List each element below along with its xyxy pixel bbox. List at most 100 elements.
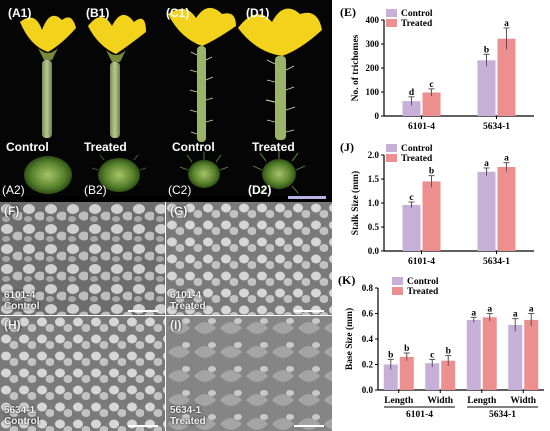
sem-caption-line1: 5634-1: [170, 405, 202, 416]
sem-cell-i: (I) 5634-1 Treated: [166, 316, 332, 431]
label-c2: (C2): [168, 183, 192, 197]
sem-caption-line2: Control: [4, 416, 40, 427]
chart-panel-label: (K): [338, 273, 355, 287]
label-b1: (B1): [86, 6, 110, 20]
y-tick-label: 0.2: [362, 360, 374, 370]
sem-panel-label: (G): [170, 204, 188, 218]
chart-panel-label: (J): [340, 140, 354, 154]
bar: [422, 92, 441, 116]
group-label: 5634-1: [489, 410, 516, 420]
legend-label: Treated: [407, 287, 439, 297]
sem-caption-line2: Treated: [170, 416, 206, 427]
y-tick-label: 300: [366, 39, 380, 49]
chart-e-trichomes: (E) No. of trichomes 0 100 200 300 400 d c 6101-4…: [340, 5, 534, 132]
y-tick-label: 0.8: [362, 283, 374, 293]
x-tick-label: Width: [510, 396, 536, 406]
sem-caption-line1: 6101-4: [4, 290, 36, 301]
grid-divider-horizontal: [0, 315, 332, 316]
legend-label: Control: [407, 277, 439, 287]
y-tick-label: 0.4: [362, 334, 374, 344]
chart-panel-label: (E): [340, 5, 356, 19]
y-tick-label: 0: [375, 111, 380, 121]
significance-letter: a: [504, 19, 509, 29]
significance-letter: c: [430, 350, 434, 360]
y-tick-label: 0.5: [368, 222, 380, 232]
significance-letter: a: [484, 159, 489, 169]
label-treated-right: Treated: [252, 140, 295, 154]
bar: [497, 38, 516, 116]
significance-letter: b: [446, 347, 451, 357]
y-tick-label: 2.0: [368, 150, 380, 160]
significance-letter: a: [471, 308, 476, 318]
sem-panel-label: (H): [4, 318, 21, 332]
significance-letter: a: [504, 154, 509, 164]
chart-j-stalk-size: (J) Stalk Size (mm) 0.0 0.5 1.0 1.5 2.0 c b 6101-…: [340, 140, 534, 267]
sem-texture-g: [166, 202, 332, 316]
label-control-left: Control: [6, 140, 49, 154]
flower-c1: [168, 7, 236, 142]
y-tick-label: 1.5: [368, 174, 380, 184]
y-axis-label: No. of trichomes: [351, 34, 361, 101]
x-tick-label: Length: [384, 396, 414, 406]
significance-letter: b: [388, 350, 393, 360]
sem-caption-line1: 5634-1: [4, 405, 36, 416]
sem-cell-f: (F) 6101-4 Control: [0, 202, 166, 316]
legend-swatch: [386, 19, 397, 27]
y-tick-label: 0.0: [368, 246, 380, 256]
label-d2: (D2): [248, 183, 272, 197]
sem-caption-line2: Control: [4, 301, 40, 312]
y-axis-label: Base Size (mm): [344, 308, 355, 370]
bar: [508, 324, 523, 390]
sem-panel-label: (I): [170, 318, 182, 332]
bar: [497, 167, 516, 251]
legend-swatch: [386, 9, 397, 17]
significance-letter: b: [484, 45, 489, 55]
y-tick-label: 0.0: [362, 385, 374, 395]
chart-k-base-size: (K) Base Size (mm) 0.0 0.2 0.4 0.6 0.8 b b Length…: [338, 273, 544, 420]
base-c2: [179, 152, 229, 188]
significance-letter: c: [409, 193, 413, 203]
base-b2: [91, 154, 147, 192]
scale-bar-sem: [294, 425, 324, 427]
flower-illustrations: [20, 7, 322, 194]
flower-a1: [20, 15, 76, 138]
x-tick-label: 5634-1: [483, 122, 510, 132]
y-axis-label: Stalk Size (mm): [350, 171, 361, 235]
x-tick-label: 5634-1: [483, 257, 510, 267]
y-tick-label: 100: [366, 87, 380, 97]
sem-cell-h: (H) 5634-1 Control: [0, 316, 166, 431]
legend-label: Control: [401, 9, 433, 19]
legend-swatch: [386, 144, 397, 152]
bar: [402, 101, 421, 116]
legend-swatch: [386, 154, 397, 162]
sem-panel-label: (F): [4, 204, 20, 218]
base-a2: [24, 156, 72, 194]
x-tick-label: 6101-4: [408, 257, 435, 267]
bar: [441, 360, 456, 390]
bar: [466, 319, 481, 390]
y-tick-label: 200: [366, 63, 380, 73]
label-b2: (B2): [84, 183, 107, 197]
y-tick-label: 0.6: [362, 309, 374, 319]
legend-label: Treated: [401, 19, 433, 29]
scale-bar-sem: [294, 310, 324, 312]
x-tick-label: Width: [427, 396, 453, 406]
scale-bar-sem: [128, 425, 158, 427]
bar: [477, 171, 496, 251]
bar: [482, 317, 497, 390]
label-a1: (A1): [8, 6, 32, 20]
legend-swatch: [392, 287, 403, 295]
scale-bar-flower: [288, 196, 326, 199]
bar: [402, 204, 421, 251]
group-label: 6101-4: [406, 410, 433, 420]
sem-caption-line2: Treated: [170, 301, 206, 312]
y-tick-label: 1.0: [368, 198, 380, 208]
sem-texture-i: [166, 316, 332, 431]
significance-letter: d: [409, 88, 415, 98]
label-d1: (D1): [246, 6, 270, 20]
sem-texture-f: [0, 202, 166, 316]
sem-cell-g: (G) 6101-4 Treated: [166, 202, 332, 316]
photo-panel: (A1) (B1) (C1) (D1) Control Treated Cont…: [0, 0, 332, 431]
significance-letter: b: [404, 344, 409, 354]
grid-divider-vertical: [165, 202, 166, 431]
